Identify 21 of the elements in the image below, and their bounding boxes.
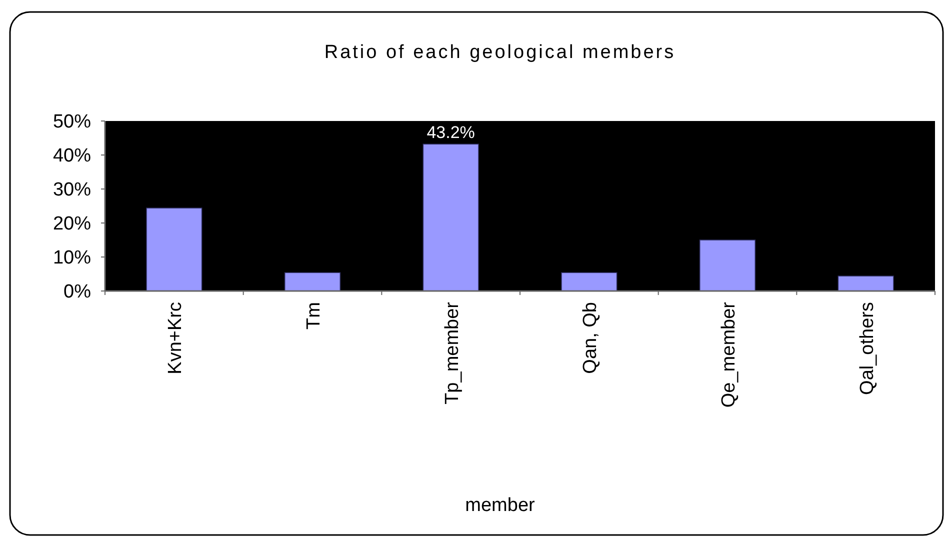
y-tick-label: 0% — [64, 282, 92, 303]
x-tick-label: Tm — [304, 302, 324, 330]
y-tick-label: 10% — [52, 248, 92, 269]
bar — [838, 276, 894, 292]
y-tick-label: 20% — [52, 214, 92, 235]
x-tick-label: Qe_member — [718, 301, 740, 408]
x-tick-label: Kvn+Krc — [165, 302, 186, 374]
bar — [561, 272, 618, 292]
y-tick-label: 30% — [52, 180, 92, 201]
bar — [284, 272, 341, 292]
data-label: 43.2% — [426, 123, 475, 142]
bar — [422, 144, 479, 292]
x-axis-title: member — [465, 495, 536, 516]
x-tick-label: Qal_others — [856, 302, 878, 395]
chart-title: Ratio of each geological members — [324, 42, 676, 63]
y-tick-label: 50% — [52, 112, 92, 133]
x-tick-label: Tp_member — [442, 301, 463, 404]
x-tick-label: Qan, Qb — [580, 302, 602, 374]
y-tick-label: 40% — [52, 146, 92, 167]
bar — [146, 208, 202, 292]
bar — [699, 240, 756, 292]
